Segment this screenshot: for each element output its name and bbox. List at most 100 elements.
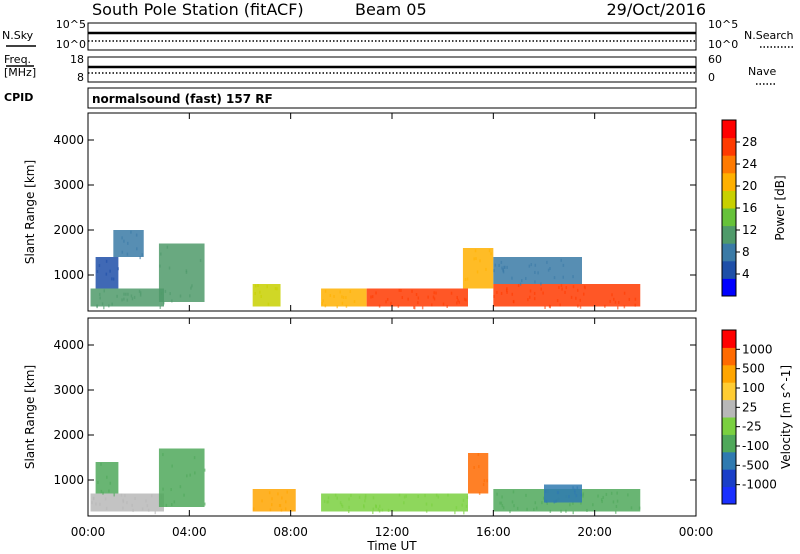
echo-speckle bbox=[375, 291, 377, 295]
echo-speckle bbox=[327, 496, 330, 500]
echo-speckle bbox=[517, 284, 520, 288]
y-tick-label: 1000 bbox=[53, 473, 84, 487]
echo-speckle bbox=[569, 503, 571, 507]
echo-speckle bbox=[572, 285, 575, 289]
x-tick-label: 16:00 bbox=[476, 525, 511, 539]
echo-speckle bbox=[572, 501, 574, 505]
echo-speckle bbox=[583, 285, 586, 289]
echo-speckle bbox=[378, 509, 381, 513]
echo-speckle bbox=[131, 503, 133, 507]
echo-speckle bbox=[341, 295, 343, 299]
echo-speckle bbox=[378, 304, 381, 308]
echo-speckle bbox=[574, 491, 576, 495]
echo-speckle bbox=[500, 260, 503, 264]
echo-speckle bbox=[204, 502, 206, 506]
echo-speckle bbox=[545, 499, 548, 503]
echo-speckle bbox=[450, 291, 453, 295]
echo-speckle bbox=[490, 252, 492, 256]
echo-speckle bbox=[427, 295, 429, 299]
echo-speckle bbox=[120, 493, 123, 497]
echo-speckle bbox=[509, 510, 511, 514]
y-tick-label: 3000 bbox=[53, 383, 84, 397]
echo-speckle bbox=[104, 497, 107, 501]
echo-speckle bbox=[533, 291, 536, 295]
echo-speckle bbox=[322, 299, 324, 303]
colorbar-frame bbox=[721, 329, 737, 505]
echo-speckle bbox=[274, 287, 277, 291]
echo-speckle bbox=[473, 466, 475, 470]
nsky-bottom-tick: 10^0 bbox=[56, 38, 86, 51]
echo-speckle bbox=[164, 289, 167, 293]
echo-speckle bbox=[185, 270, 188, 274]
echo-speckle bbox=[579, 298, 582, 302]
echo-speckle bbox=[340, 503, 343, 507]
echo-speckle bbox=[502, 506, 505, 510]
echo-speckle bbox=[327, 500, 330, 504]
velocity-echoes bbox=[87, 318, 697, 516]
cpid-label: CPID bbox=[4, 91, 33, 104]
echo-speckle bbox=[112, 277, 115, 281]
echo-speckle bbox=[616, 491, 618, 495]
echo-speckle bbox=[627, 493, 629, 497]
echo-speckle bbox=[478, 491, 481, 495]
echo-speckle bbox=[109, 269, 111, 273]
echo-speckle bbox=[475, 257, 477, 261]
echo-speckle bbox=[488, 249, 491, 253]
echo-speckle bbox=[98, 264, 101, 268]
echo-speckle bbox=[139, 256, 141, 260]
colorbar-cell bbox=[722, 172, 736, 191]
echo-speckle bbox=[614, 300, 617, 304]
power-colorbar: 4 8 12 16 20 24 28 Power [dB] bbox=[721, 119, 787, 297]
colorbar-tick-label: 24 bbox=[742, 157, 757, 171]
echo-speckle bbox=[614, 510, 617, 514]
colorbar-cell bbox=[722, 208, 736, 227]
echo-speckle bbox=[506, 287, 508, 291]
colorbar-cell bbox=[722, 434, 736, 453]
echo-speckle bbox=[363, 505, 365, 509]
echo-speckle bbox=[372, 511, 374, 515]
echo-speckle bbox=[542, 291, 544, 295]
echo-speckle bbox=[398, 288, 401, 292]
echo-speckle bbox=[139, 291, 142, 295]
echo-speckle bbox=[542, 496, 545, 500]
echo-speckle bbox=[329, 293, 332, 297]
x-tick-label: 04:00 bbox=[172, 525, 207, 539]
colorbar-tick-label: 12 bbox=[742, 223, 757, 237]
nave-top-tick: 60 bbox=[708, 53, 722, 66]
echo-speckle bbox=[546, 501, 548, 505]
colorbar-tick-label: -100 bbox=[742, 439, 769, 453]
echo-region bbox=[544, 484, 582, 503]
echo-speckle bbox=[582, 492, 585, 496]
echo-speckle bbox=[541, 501, 543, 505]
echo-speckle bbox=[413, 306, 416, 310]
echo-speckle bbox=[116, 294, 118, 298]
echo-speckle bbox=[336, 305, 338, 309]
echo-speckle bbox=[334, 493, 337, 497]
echo-speckle bbox=[324, 289, 327, 293]
colorbar-tick-label: 500 bbox=[742, 362, 765, 376]
echo-speckle bbox=[562, 263, 565, 267]
echo-speckle bbox=[560, 509, 562, 513]
echo-speckle bbox=[385, 300, 387, 304]
echo-speckle bbox=[336, 496, 338, 500]
echo-speckle bbox=[348, 497, 350, 501]
echo-speckle bbox=[534, 501, 537, 505]
echo-speckle bbox=[151, 494, 153, 498]
y-tick-label: 2000 bbox=[53, 428, 84, 442]
colorbar-tick-label: 100 bbox=[742, 381, 765, 395]
echo-speckle bbox=[447, 493, 449, 497]
echo-speckle bbox=[513, 504, 515, 508]
echo-speckle bbox=[189, 294, 191, 298]
echo-speckle bbox=[135, 233, 138, 237]
echo-speckle bbox=[179, 294, 182, 298]
echo-speckle bbox=[123, 239, 125, 243]
echo-speckle bbox=[405, 494, 407, 498]
echo-speckle bbox=[92, 497, 95, 501]
colorbar-tick-label: -25 bbox=[742, 420, 762, 434]
echo-speckle bbox=[105, 506, 108, 510]
echo-speckle bbox=[111, 302, 113, 306]
echo-speckle bbox=[171, 299, 173, 303]
echo-speckle bbox=[170, 488, 172, 492]
echo-speckle bbox=[560, 284, 563, 288]
